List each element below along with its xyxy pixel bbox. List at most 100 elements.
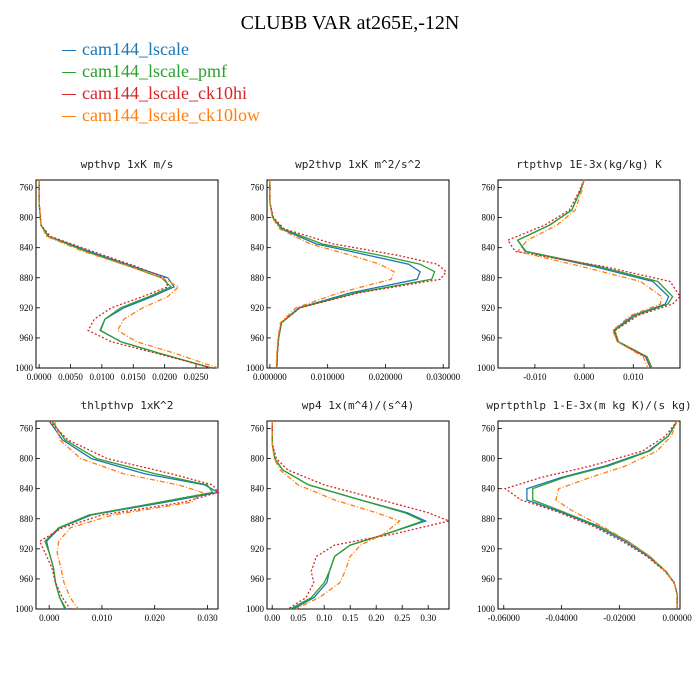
- y-tick-label: 760: [20, 424, 34, 434]
- x-tick-label: 0.0050: [58, 372, 83, 382]
- legend-swatch: [62, 50, 76, 52]
- y-tick-label: 840: [20, 484, 34, 494]
- series-line: [532, 420, 678, 609]
- x-tick-label: 0.010: [623, 372, 644, 382]
- panel-title: wp2thvp 1xK m^2/s^2: [295, 158, 421, 171]
- plot-frame: [497, 420, 681, 610]
- x-tick-label: 0.000000: [253, 372, 287, 382]
- x-tick-label: 0.010000: [311, 372, 345, 382]
- x-tick-label: 0.000: [39, 613, 60, 623]
- legend-label: cam144_lscale: [82, 39, 189, 59]
- x-tick-label: 0.0000: [27, 372, 52, 382]
- y-tick-label: 880: [251, 514, 265, 524]
- plot-frame: [266, 179, 450, 369]
- y-tick-label: 1000: [246, 363, 265, 373]
- x-tick-label: 0.010: [92, 613, 113, 623]
- y-tick-label: 760: [482, 183, 496, 193]
- x-tick-label: 0.030000: [426, 372, 460, 382]
- legend-swatch: [62, 116, 76, 118]
- legend-item: cam144_lscale: [62, 38, 260, 60]
- series-line: [38, 180, 212, 369]
- series-line: [506, 179, 681, 369]
- y-tick-label: 840: [482, 484, 496, 494]
- x-tick-label: 0.25: [394, 613, 410, 623]
- y-tick-label: 1000: [246, 604, 265, 614]
- y-tick-label: 920: [251, 544, 265, 554]
- y-tick-label: 800: [20, 213, 34, 223]
- plot-frame: [266, 420, 450, 610]
- y-tick-label: 920: [482, 544, 496, 554]
- x-tick-label: 0.020000: [369, 372, 403, 382]
- x-tick-label: 0.000: [574, 372, 595, 382]
- y-tick-label: 840: [251, 243, 265, 253]
- y-tick-label: 920: [20, 303, 34, 313]
- x-tick-label: 0.00000: [662, 613, 692, 623]
- legend-swatch: [62, 72, 76, 74]
- series-line: [38, 420, 220, 610]
- panel-title: wp4 1x(m^4)/(s^4): [302, 399, 415, 412]
- series-line: [271, 421, 452, 610]
- y-tick-label: 800: [251, 213, 265, 223]
- panel-title: wprtpthlp 1-E-3x(m kg K)/(s kg): [486, 399, 691, 412]
- series-line: [269, 180, 447, 369]
- legend-item: cam144_lscale_ck10low: [62, 104, 260, 126]
- series-line: [38, 180, 219, 369]
- x-tick-label: -0.06000: [488, 613, 521, 623]
- series-line: [526, 420, 678, 609]
- series-line: [269, 180, 436, 369]
- plot-frame: [497, 179, 681, 369]
- panel-title: wpthvp 1xK m/s: [81, 158, 174, 171]
- series-line: [45, 420, 220, 610]
- x-tick-label: 0.0200: [152, 372, 177, 382]
- x-tick-label: 0.0100: [90, 372, 115, 382]
- y-tick-label: 960: [251, 333, 265, 343]
- y-tick-label: 920: [251, 303, 265, 313]
- y-tick-label: 960: [20, 574, 34, 584]
- y-tick-label: 840: [251, 484, 265, 494]
- x-tick-label: 0.030: [197, 613, 218, 623]
- x-tick-label: -0.010: [523, 372, 547, 382]
- legend-swatch: [62, 94, 76, 96]
- y-tick-label: 960: [251, 574, 265, 584]
- x-tick-label: 0.00: [264, 613, 280, 623]
- series-line: [271, 421, 401, 610]
- legend-label: cam144_lscale_ck10low: [82, 105, 260, 125]
- y-tick-label: 760: [482, 424, 496, 434]
- legend: cam144_lscale cam144_lscale_pmf cam144_l…: [62, 38, 260, 126]
- x-tick-label: 0.0150: [121, 372, 146, 382]
- y-tick-label: 880: [482, 273, 496, 283]
- y-tick-label: 880: [20, 273, 34, 283]
- y-tick-label: 800: [251, 454, 265, 464]
- series-line: [38, 180, 212, 369]
- legend-item: cam144_lscale_pmf: [62, 60, 260, 82]
- plot-frame: [35, 179, 219, 369]
- x-tick-label: 0.30: [420, 613, 436, 623]
- x-tick-label: 0.05: [290, 613, 306, 623]
- x-tick-label: -0.02000: [603, 613, 636, 623]
- chart-panel: thlpthvp 1xK^2 760 800 840 880 920 960 1000 0.00…: [15, 399, 220, 623]
- y-tick-label: 1000: [15, 604, 34, 614]
- figure-title: CLUBB VAR at265E,-12N: [240, 12, 460, 34]
- x-tick-label: 0.0250: [184, 372, 209, 382]
- panel-title: rtpthvp 1E-3x(kg/kg) K: [516, 158, 662, 171]
- series-line: [271, 421, 428, 610]
- series-line: [269, 180, 421, 369]
- series-line: [38, 180, 212, 369]
- chart-panel: wp4 1x(m^4)/(s^4)76080084088092096010000…: [246, 399, 452, 623]
- series-line: [271, 421, 425, 610]
- series-line: [269, 180, 395, 369]
- y-tick-label: 960: [20, 333, 34, 343]
- y-tick-label: 920: [20, 544, 34, 554]
- legend-item: cam144_lscale_ck10hi: [62, 82, 260, 104]
- x-tick-label: 0.020: [145, 613, 166, 623]
- x-tick-label: -0.04000: [545, 613, 578, 623]
- chart-panel: wprtpthlp 1-E-3x(m kg K)/(s kg) 760 800 840…: [477, 399, 692, 623]
- x-tick-label: 0.20: [368, 613, 384, 623]
- y-tick-label: 1000: [15, 363, 34, 373]
- y-tick-label: 960: [482, 574, 496, 584]
- y-tick-label: 1000: [477, 363, 496, 373]
- y-tick-label: 800: [20, 454, 34, 464]
- y-tick-label: 840: [482, 243, 496, 253]
- x-tick-label: 0.10: [316, 613, 332, 623]
